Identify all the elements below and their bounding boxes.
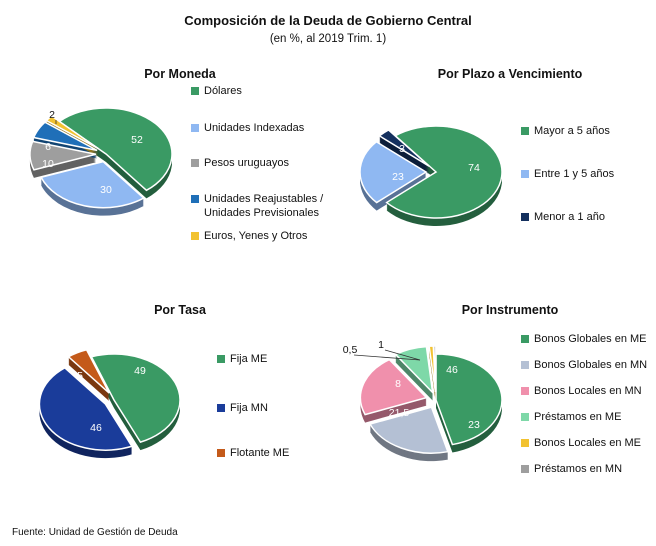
legend-label: Bonos Globales en ME (534, 333, 647, 345)
slice-side-instrumento-4 (429, 352, 436, 399)
legend-label: Bonos Locales en MN (534, 385, 642, 397)
legend-swatch (521, 213, 529, 221)
slice-moneda-0 (58, 107, 173, 192)
legend-swatch (521, 413, 529, 421)
pie-plazo: 74 23 3 (359, 125, 503, 227)
legend-swatch (191, 159, 199, 167)
chart-title-moneda: Por Moneda (144, 67, 216, 81)
slice-moneda-3 (32, 121, 98, 152)
data-label-instrumento-4: 1 (378, 339, 384, 351)
legend-label: Euros, Yenes y Otros (204, 230, 308, 242)
slice-instrumento-0 (435, 353, 503, 446)
legend-label: Préstamos en ME (534, 411, 622, 423)
legend-swatch (521, 335, 529, 343)
data-label-tasa-0: 49 (134, 365, 146, 377)
legend-label: Unidades Reajustables / Unidades Previsio… (204, 193, 324, 219)
data-label-moneda-0: 52 (131, 134, 143, 146)
legend-label: Dólares (204, 85, 242, 97)
legend-label: Flotante ME (230, 447, 290, 459)
pie-moneda: 52 30 10 6 2 (29, 107, 173, 216)
chart-title-tasa: Por Tasa (154, 303, 206, 317)
legend-moneda: Dólares Unidades Indexadas Pesos uruguayos… (191, 84, 341, 249)
legend-swatch (217, 355, 225, 363)
slice-instrumento-1 (368, 406, 449, 454)
legend-tasa: Fija ME Fija MN Flotante ME (217, 352, 347, 462)
main-subtitle: (en %, al 2019 Trim. 1) (269, 33, 387, 45)
data-label-tasa-1: 46 (90, 422, 102, 434)
legend-plazo: Mayor a 5 años Entre 1 y 5 años Menor a 1 … (521, 124, 651, 234)
legend-label: Préstamos en MN (534, 463, 623, 475)
data-label-moneda-4: 2 (49, 109, 55, 121)
data-label-plazo-2: 3 (399, 143, 405, 155)
legend-label: Unidades Indexadas (204, 122, 305, 134)
legend-label: Bonos Locales en ME (534, 437, 642, 449)
data-label-moneda-2: 10 (42, 158, 54, 170)
chart-title-plazo: Por Plazo a Vencimiento (437, 67, 583, 81)
legend-swatch (521, 361, 529, 369)
chart-title-instrumento: Por Instrumento (461, 303, 559, 317)
slice-tasa-1 (38, 366, 133, 451)
legend-label: Fija MN (230, 402, 268, 414)
legend-swatch (191, 87, 199, 95)
slice-moneda-1 (40, 160, 145, 209)
data-label-instrumento-1: 23 (468, 419, 480, 431)
legend-swatch (521, 387, 529, 395)
legend-swatch (217, 404, 225, 412)
slice-moneda-2 (29, 140, 97, 171)
slice-instrumento-2 (359, 358, 428, 416)
data-label-moneda-3: 6 (45, 141, 51, 153)
data-label-plazo-0: 74 (468, 162, 480, 174)
data-label-moneda-1: 30 (100, 184, 112, 196)
legend-label: Mayor a 5 años (534, 125, 610, 137)
slice-instrumento-3 (394, 345, 434, 395)
pie-instrumento: 46 23 21,5 8 1 0,5 (343, 339, 503, 462)
data-label-plazo-1: 23 (392, 171, 404, 183)
data-label-instrumento-5: 0,5 (343, 344, 358, 356)
slice-plazo-1 (359, 140, 428, 204)
slice-side-instrumento-4 (429, 353, 436, 400)
slice-plazo-2 (378, 129, 430, 167)
legend-swatch (191, 232, 199, 240)
slice-plazo-0 (385, 125, 503, 219)
data-label-instrumento-3: 8 (395, 378, 401, 390)
legend-label: Entre 1 y 5 años (534, 168, 615, 180)
pie-tasa: 49 46 5 (38, 348, 181, 459)
legend-swatch (521, 465, 529, 473)
legend-swatch (191, 195, 199, 203)
legend-swatch (521, 170, 529, 178)
slice-instrumento-5 (432, 345, 437, 393)
leader-instrumento-4 (384, 349, 421, 361)
legend-label: Pesos uruguayos (204, 157, 289, 169)
slice-moneda-4 (45, 115, 99, 150)
legend-swatch (521, 127, 529, 135)
slice-tasa-2 (67, 348, 110, 394)
data-label-tasa-2: 5 (77, 370, 83, 382)
legend-label: Fija ME (230, 353, 268, 365)
data-label-instrumento-0: 46 (446, 364, 458, 376)
legend-swatch (217, 449, 225, 457)
legend-label: Bonos Globales en MN (534, 359, 648, 371)
legend-label: Menor a 1 año (534, 211, 605, 223)
slice-tasa-0 (90, 353, 181, 444)
source-note: Fuente: Unidad de Gestión de Deuda (12, 527, 178, 538)
data-label-instrumento-2: 21,5 (389, 407, 410, 419)
legend-instrumento: Bonos Globales en ME Bonos Globales en MN… (521, 332, 654, 482)
legend-swatch (521, 439, 529, 447)
legend-swatch (191, 124, 199, 132)
leader-instrumento-5 (353, 354, 421, 361)
slice-side-instrumento-4 (429, 354, 436, 401)
main-title: Composición de la Deuda de Gobierno Cent… (184, 13, 472, 28)
